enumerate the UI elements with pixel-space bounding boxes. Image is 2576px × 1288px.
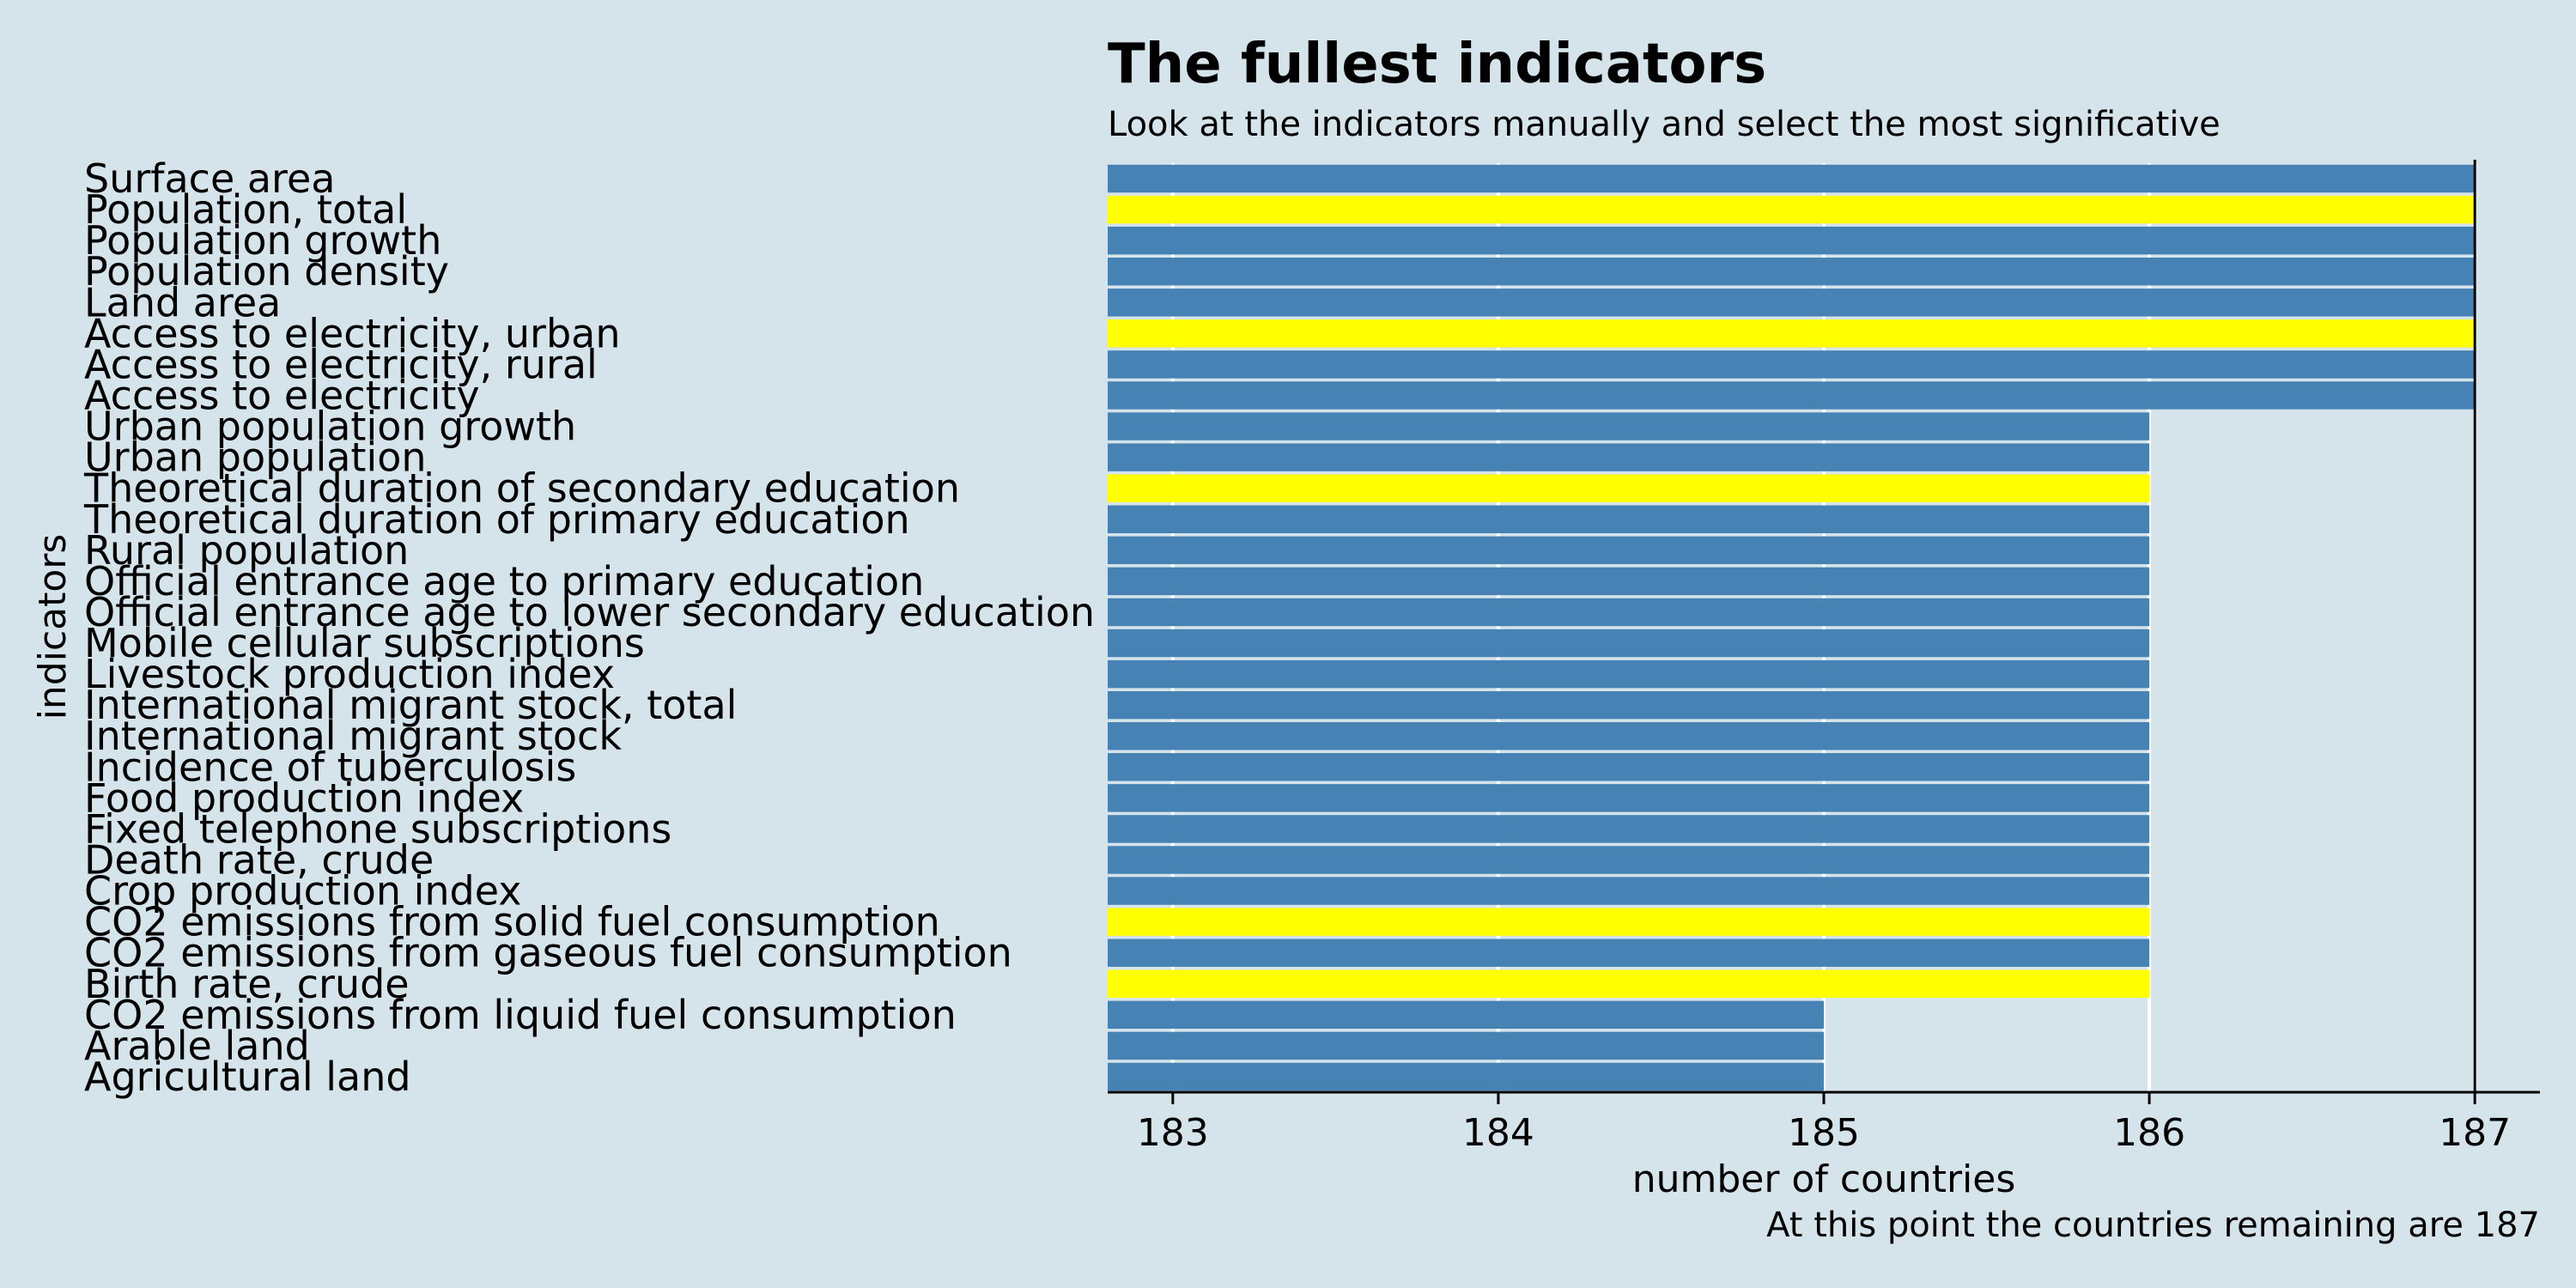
bar-3: [1108, 258, 2476, 286]
x-axis: 183 184 185 186 187: [1108, 160, 2540, 1155]
bar-14: [1108, 598, 2150, 627]
x-tick-label-185: 185: [1788, 1111, 1860, 1155]
bar-23: [1108, 877, 2150, 905]
bar-10: [1108, 474, 2150, 502]
bar-2: [1108, 226, 2476, 255]
y-axis-label: indicators: [31, 534, 75, 720]
x-axis-label: number of countries: [1632, 1157, 2016, 1201]
category-label-16: Livestock production index: [84, 651, 615, 697]
category-label-29: Agricultural land: [84, 1054, 411, 1100]
category-label-7: Access to electricity: [84, 373, 480, 419]
category-label-25: CO2 emissions from gaseous fuel consumpt…: [84, 930, 1012, 976]
bar-1: [1108, 195, 2476, 224]
category-label-5: Access to electricity, urban: [84, 310, 620, 356]
bar-25: [1108, 939, 2150, 967]
category-label-26: Birth rate, crude: [84, 961, 410, 1007]
category-label-14: Official entrance age to lower secondary…: [84, 589, 1095, 635]
category-label-10: Theoretical duration of secondary educat…: [83, 465, 960, 512]
bar-28: [1108, 1031, 1824, 1060]
bar-15: [1108, 629, 2150, 658]
bar-8: [1108, 412, 2150, 440]
category-label-6: Access to electricity, rural: [84, 341, 598, 387]
category-label-4: Land area: [84, 279, 281, 325]
bar-29: [1108, 1062, 1824, 1091]
x-tick-label-186: 186: [2113, 1111, 2185, 1155]
bar-19: [1108, 753, 2150, 781]
category-label-20: Food production index: [84, 775, 524, 821]
bar-18: [1108, 722, 2150, 750]
bar-13: [1108, 567, 2150, 596]
bar-16: [1108, 659, 2150, 689]
bar-17: [1108, 690, 2150, 720]
category-label-13: Official entrance age to primary educati…: [84, 558, 924, 605]
category-label-2: Population growth: [84, 217, 441, 264]
bar-22: [1108, 846, 2150, 874]
category-label-21: Fixed telephone subscriptions: [84, 805, 671, 852]
bar-5: [1108, 319, 2476, 348]
chart-caption: At this point the countries remaining ar…: [1766, 1206, 2540, 1245]
bar-11: [1108, 505, 2150, 533]
bar-9: [1108, 443, 2150, 471]
category-label-23: Crop production index: [84, 868, 521, 914]
bar-20: [1108, 784, 2150, 812]
bar-6: [1108, 350, 2476, 379]
x-tick-label-184: 184: [1462, 1111, 1534, 1155]
category-label-9: Urban population: [84, 434, 427, 481]
category-label-8: Urban population growth: [84, 404, 576, 450]
chart-title: The fullest indicators: [1108, 33, 1766, 96]
bar-7: [1108, 381, 2476, 410]
bar-21: [1108, 815, 2150, 843]
bar-24: [1108, 908, 2150, 936]
bar-4: [1108, 289, 2476, 317]
bars: [1108, 164, 2476, 1091]
x-tick-label-183: 183: [1137, 1111, 1209, 1155]
category-label-19: Incidence of tuberculosis: [84, 744, 576, 790]
x-tick-label-187: 187: [2439, 1111, 2511, 1155]
category-label-0: Surface area: [84, 155, 335, 202]
category-label-15: Mobile cellular subscriptions: [84, 620, 645, 666]
category-label-28: Arable land: [84, 1023, 310, 1069]
bar-27: [1108, 1000, 1824, 1030]
bar-12: [1108, 536, 2150, 565]
chart-subtitle: Look at the indicators manually and sele…: [1108, 105, 2221, 144]
category-label-22: Death rate, crude: [84, 837, 434, 884]
category-label-24: CO2 emissions from solid fuel consumptio…: [84, 899, 940, 945]
category-label-1: Population, total: [84, 186, 407, 233]
category-label-12: Rural population: [84, 527, 409, 574]
category-label-17: International migrant stock, total: [84, 682, 737, 728]
bar-0: [1108, 164, 2476, 193]
category-label-18: International migrant stock: [84, 713, 622, 759]
category-label-27: CO2 emissions from liquid fuel consumpti…: [84, 992, 957, 1038]
bar-26: [1108, 969, 2150, 998]
category-label-11: Theoretical duration of primary educatio…: [83, 496, 910, 543]
category-label-3: Population density: [84, 248, 449, 295]
